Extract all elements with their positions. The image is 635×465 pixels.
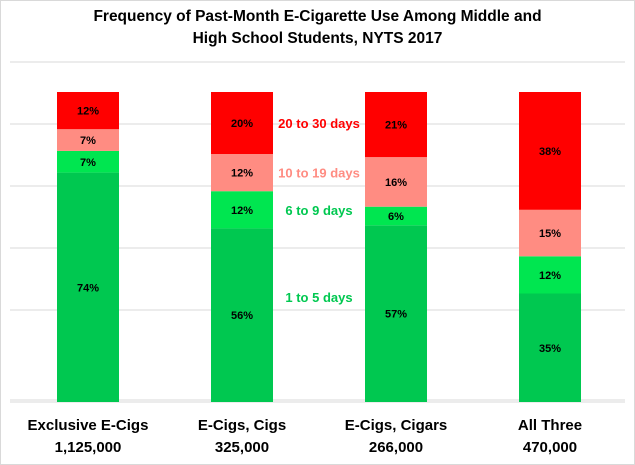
data-label-1-1: 12%: [231, 205, 253, 217]
data-label-3-1: 12%: [539, 270, 561, 282]
data-label-0-2: 7%: [80, 135, 96, 147]
bar-segment-2-1: [365, 206, 427, 226]
data-label-0-3: 12%: [77, 106, 99, 118]
category-label-0: Exclusive E-Cigs: [28, 417, 149, 434]
bar-segment-1-1: [211, 191, 273, 229]
category-count-3: 470,000: [523, 439, 577, 456]
data-label-2-1: 6%: [388, 211, 404, 223]
chart-title: Frequency of Past-Month E-Cigarette Use …: [0, 6, 635, 50]
category-label-3: All Three: [518, 417, 582, 434]
data-label-2-3: 21%: [385, 120, 407, 132]
legend-label-0: 1 to 5 days: [285, 290, 352, 305]
legend-label-3: 20 to 30 days: [278, 116, 360, 131]
category-count-1: 325,000: [215, 439, 269, 456]
category-label-1: E-Cigs, Cigs: [198, 417, 286, 434]
data-label-3-3: 38%: [539, 146, 561, 158]
category-label-2: E-Cigs, Cigars: [345, 417, 448, 434]
data-label-0-1: 7%: [80, 157, 96, 169]
bar-segment-1-2: [211, 154, 273, 192]
category-count-2: 266,000: [369, 439, 423, 456]
bar-segment-2-2: [365, 157, 427, 207]
bar-segment-3-3: [519, 92, 581, 210]
bar-segment-1-3: [211, 92, 273, 154]
bar-segment-0-1: [57, 150, 119, 173]
chart-title-line1: Frequency of Past-Month E-Cigarette Use …: [93, 8, 542, 25]
bar-segment-0-2: [57, 129, 119, 151]
data-label-1-2: 12%: [231, 168, 253, 180]
bar-segment-2-3: [365, 92, 427, 158]
category-count-0: 1,125,000: [55, 439, 122, 456]
data-label-2-2: 16%: [385, 177, 407, 189]
legend-label-2: 10 to 19 days: [278, 166, 360, 181]
bar-segment-3-2: [519, 209, 581, 257]
data-label-1-0: 56%: [231, 310, 253, 322]
bar-segment-3-0: [519, 293, 581, 402]
legend-label-1: 6 to 9 days: [285, 203, 352, 218]
data-label-0-0: 74%: [77, 282, 99, 294]
bar-segment-3-1: [519, 256, 581, 294]
data-label-3-2: 15%: [539, 228, 561, 240]
bar-segment-0-3: [57, 92, 119, 130]
bar-segment-1-0: [211, 228, 273, 402]
bar-segment-2-0: [365, 225, 427, 402]
data-label-2-0: 57%: [385, 309, 407, 321]
bar-segment-0-0: [57, 172, 119, 402]
chart-title-line2: High School Students, NYTS 2017: [192, 30, 443, 47]
data-label-3-0: 35%: [539, 343, 561, 355]
data-label-1-3: 20%: [231, 118, 253, 130]
